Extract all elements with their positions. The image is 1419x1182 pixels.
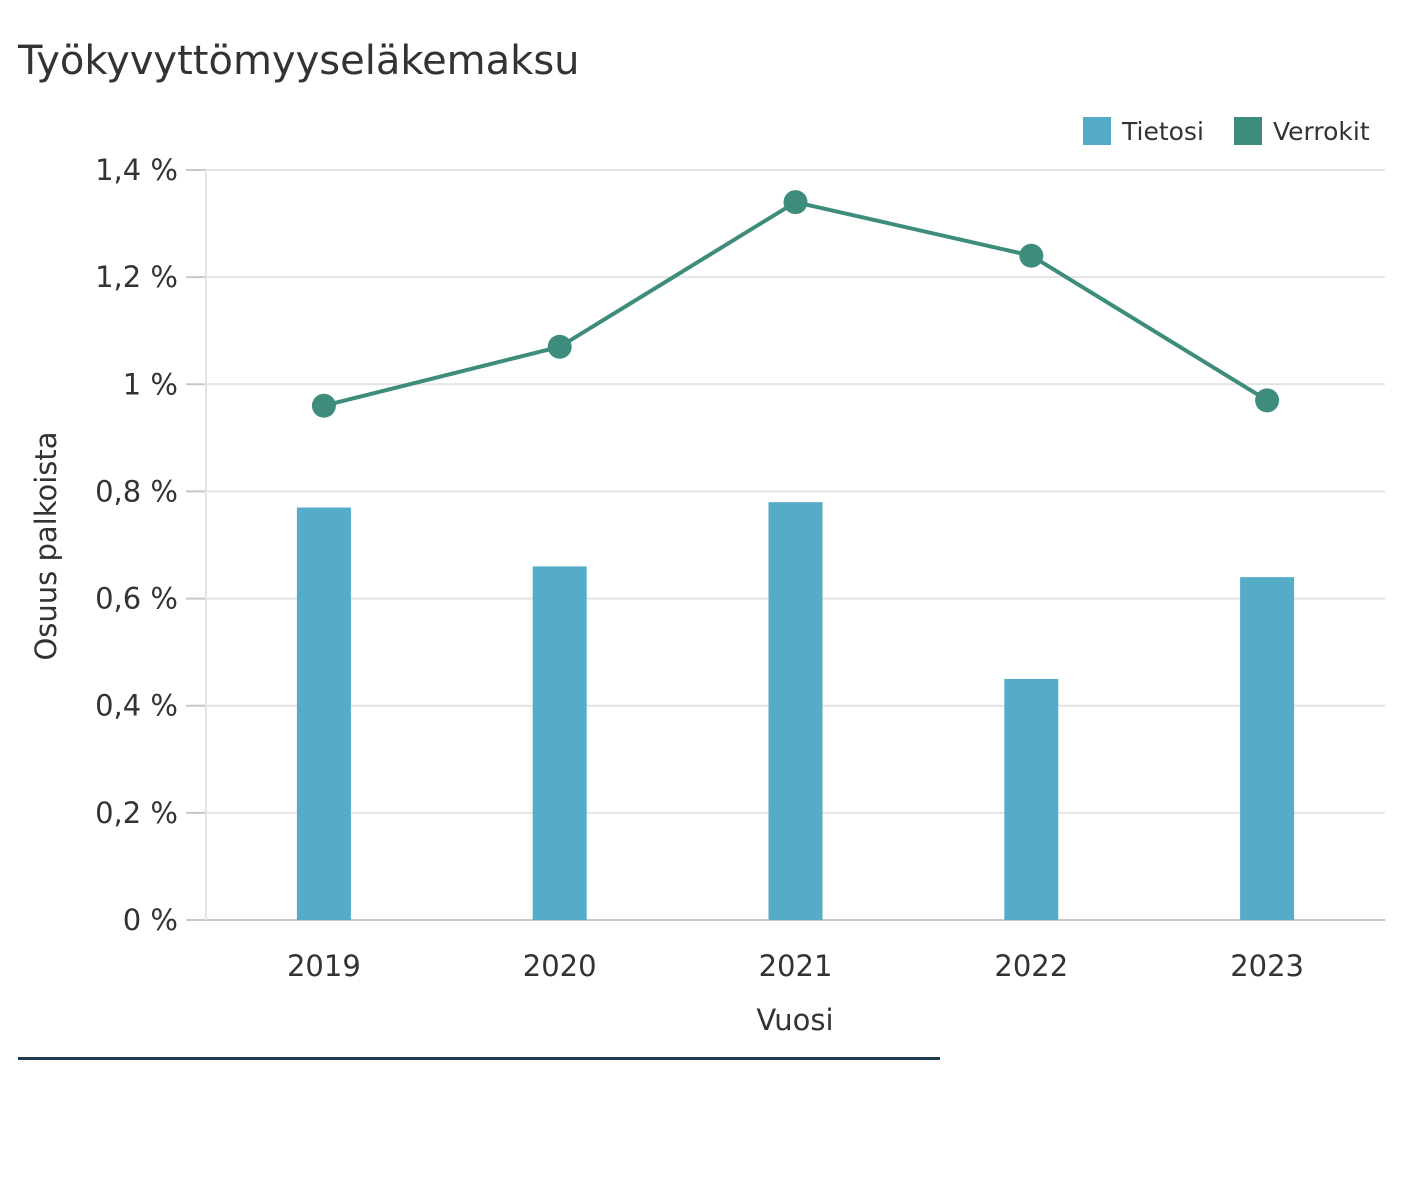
bar-tietosi-2023[interactable] [1240, 577, 1295, 920]
legend[interactable]: Tietosi Verrokit [1083, 117, 1370, 146]
x-axis-title: Vuosi [756, 1003, 833, 1037]
x-tick-label: 2020 [523, 949, 597, 983]
bar-tietosi-2021[interactable] [768, 502, 823, 920]
legend-swatch-tietosi [1083, 117, 1111, 145]
y-tick-label: 1,2 % [95, 260, 178, 294]
x-tick-label: 2023 [1230, 949, 1304, 983]
y-axis-tick-labels: 0 % 0,2 % 0,4 % 0,6 % 0,8 % 1 % 1,2 % 1,4 % [95, 153, 178, 937]
point-verrokit-2021[interactable] [783, 190, 808, 215]
x-tick-label: 2022 [994, 949, 1068, 983]
bars-tietosi [296, 502, 1295, 921]
point-verrokit-2020[interactable] [547, 334, 572, 359]
legend-label-tietosi: Tietosi [1121, 117, 1204, 146]
y-axis-title: Osuus palkoista [29, 431, 63, 660]
legend-label-verrokit: Verrokit [1273, 117, 1370, 146]
line-path-verrokit [323, 200, 1269, 408]
y-tick-label: 0,4 % [95, 689, 178, 723]
y-tick-label: 1,4 % [95, 153, 178, 187]
bar-tietosi-2019[interactable] [296, 507, 351, 921]
y-tick-label: 1 % [123, 367, 178, 401]
legend-item-verrokit[interactable]: Verrokit [1234, 117, 1370, 146]
legend-item-tietosi[interactable]: Tietosi [1083, 117, 1204, 146]
line-verrokit [311, 190, 1280, 418]
x-axis-tick-labels: 2019 2020 2021 2022 2023 [287, 949, 1304, 983]
section-divider [18, 1057, 940, 1060]
y-tick-label: 0,2 % [95, 796, 178, 830]
bar-tietosi-2022[interactable] [1004, 678, 1059, 920]
y-tick-label: 0 % [123, 903, 178, 937]
y-tick-label: 0,6 % [95, 582, 178, 616]
x-tick-label: 2021 [759, 949, 833, 983]
point-verrokit-2022[interactable] [1019, 243, 1044, 268]
chart-title: Työkyvyttömyyseläkemaksu [18, 38, 580, 84]
x-tick-label: 2019 [287, 949, 361, 983]
y-tick-label: 0,8 % [95, 474, 178, 508]
legend-swatch-verrokit [1234, 117, 1262, 145]
point-verrokit-2019[interactable] [311, 393, 336, 418]
bar-tietosi-2020[interactable] [532, 566, 587, 920]
point-verrokit-2023[interactable] [1255, 388, 1280, 413]
